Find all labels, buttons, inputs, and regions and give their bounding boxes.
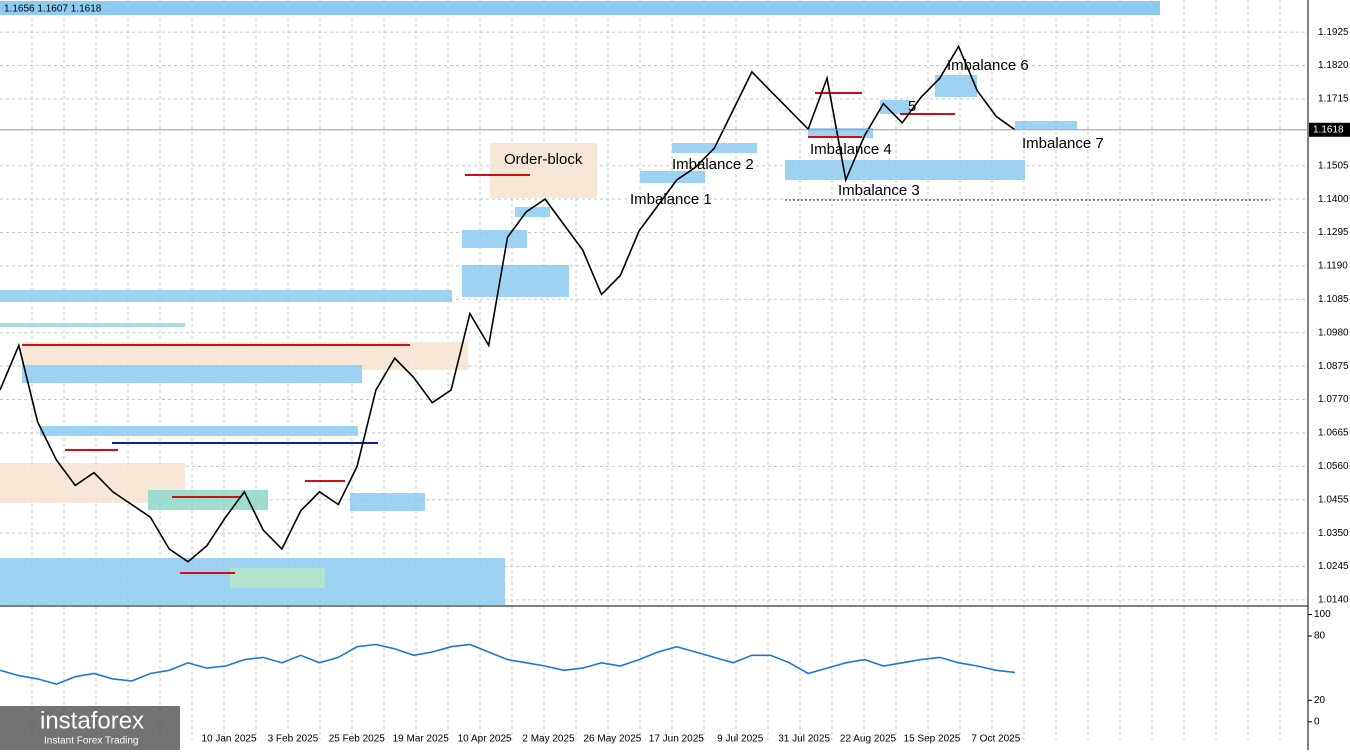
annotation: 5 — [908, 98, 916, 115]
series-line — [0, 643, 1016, 686]
y-tick-label: 0 — [1314, 716, 1320, 727]
y-tick-label: 1.1820 — [1318, 60, 1349, 71]
y-tick-label: 1.0770 — [1318, 394, 1349, 405]
annotation: Imbalance 6 — [947, 57, 1029, 74]
y-tick-label: 1.1085 — [1318, 294, 1349, 305]
logo: instaforex — [40, 707, 144, 734]
x-tick-label: 10 Jan 2025 — [201, 734, 256, 745]
current-price-box — [1309, 122, 1350, 137]
x-tick-label: 19 Mar 2025 — [393, 734, 450, 745]
y-tick-label: 20 — [1314, 695, 1326, 706]
annotation: Imbalance 3 — [838, 182, 920, 199]
annotation: Imbalance 7 — [1022, 135, 1104, 152]
x-tick-label: 9 Jul 2025 — [717, 734, 764, 745]
x-tick-label: 25 Feb 2025 — [329, 734, 386, 745]
x-tick-label: 26 May 2025 — [583, 734, 641, 745]
x-tick-label: 17 Jun 2025 — [649, 734, 704, 745]
header-bar — [0, 1, 1160, 15]
x-tick-label: 7 Oct 2025 — [971, 734, 1020, 745]
logo-tagline: Instant Forex Trading — [44, 736, 139, 747]
header: 1.1656 1.1607 1.1618 — [4, 4, 102, 15]
annotation: Imbalance 4 — [810, 141, 892, 158]
x-tick-label: 10 Apr 2025 — [458, 734, 512, 745]
y-tick-label: 1.0140 — [1318, 595, 1349, 606]
y-tick-label: 1.0455 — [1318, 494, 1349, 505]
y-tick-label: 1.1505 — [1318, 160, 1349, 171]
y-tick-label: 1.1715 — [1318, 94, 1349, 105]
x-tick-label: 2 May 2025 — [522, 734, 575, 745]
levels — [22, 92, 1270, 574]
y-tick-label: 1.0980 — [1318, 327, 1349, 338]
y-tick-label: 1.1400 — [1318, 194, 1349, 205]
y-tick-label: 1.0560 — [1318, 461, 1349, 472]
series-line — [0, 44, 1016, 563]
annotation: Order-block — [504, 151, 583, 168]
annotation: Imbalance 2 — [672, 156, 754, 173]
x-tick-label: 22 Aug 2025 — [840, 734, 897, 745]
y-tick-label: 100 — [1314, 609, 1331, 620]
zones — [0, 75, 1077, 605]
y-tick-label: 1.0350 — [1318, 528, 1349, 539]
y-tick-label: 1.1295 — [1318, 227, 1349, 238]
annotation: Imbalance 1 — [630, 191, 712, 208]
x-tick-label: 15 Sep 2025 — [904, 734, 961, 745]
y-tick-label: 1.0875 — [1318, 361, 1349, 372]
y-tick-label: 1.1190 — [1318, 261, 1348, 272]
y-tick-label: 1.0245 — [1318, 561, 1349, 572]
x-tick-label: 3 Feb 2025 — [268, 734, 319, 745]
current-price-label: 1.1618 — [1313, 124, 1344, 135]
logo-bg — [0, 706, 180, 750]
x-tick-label: 31 Jul 2025 — [778, 734, 830, 745]
y-tick-label: 80 — [1314, 631, 1326, 642]
y-tick-label: 1.1925 — [1318, 27, 1349, 38]
y-tick-label: 1.0665 — [1318, 428, 1349, 439]
